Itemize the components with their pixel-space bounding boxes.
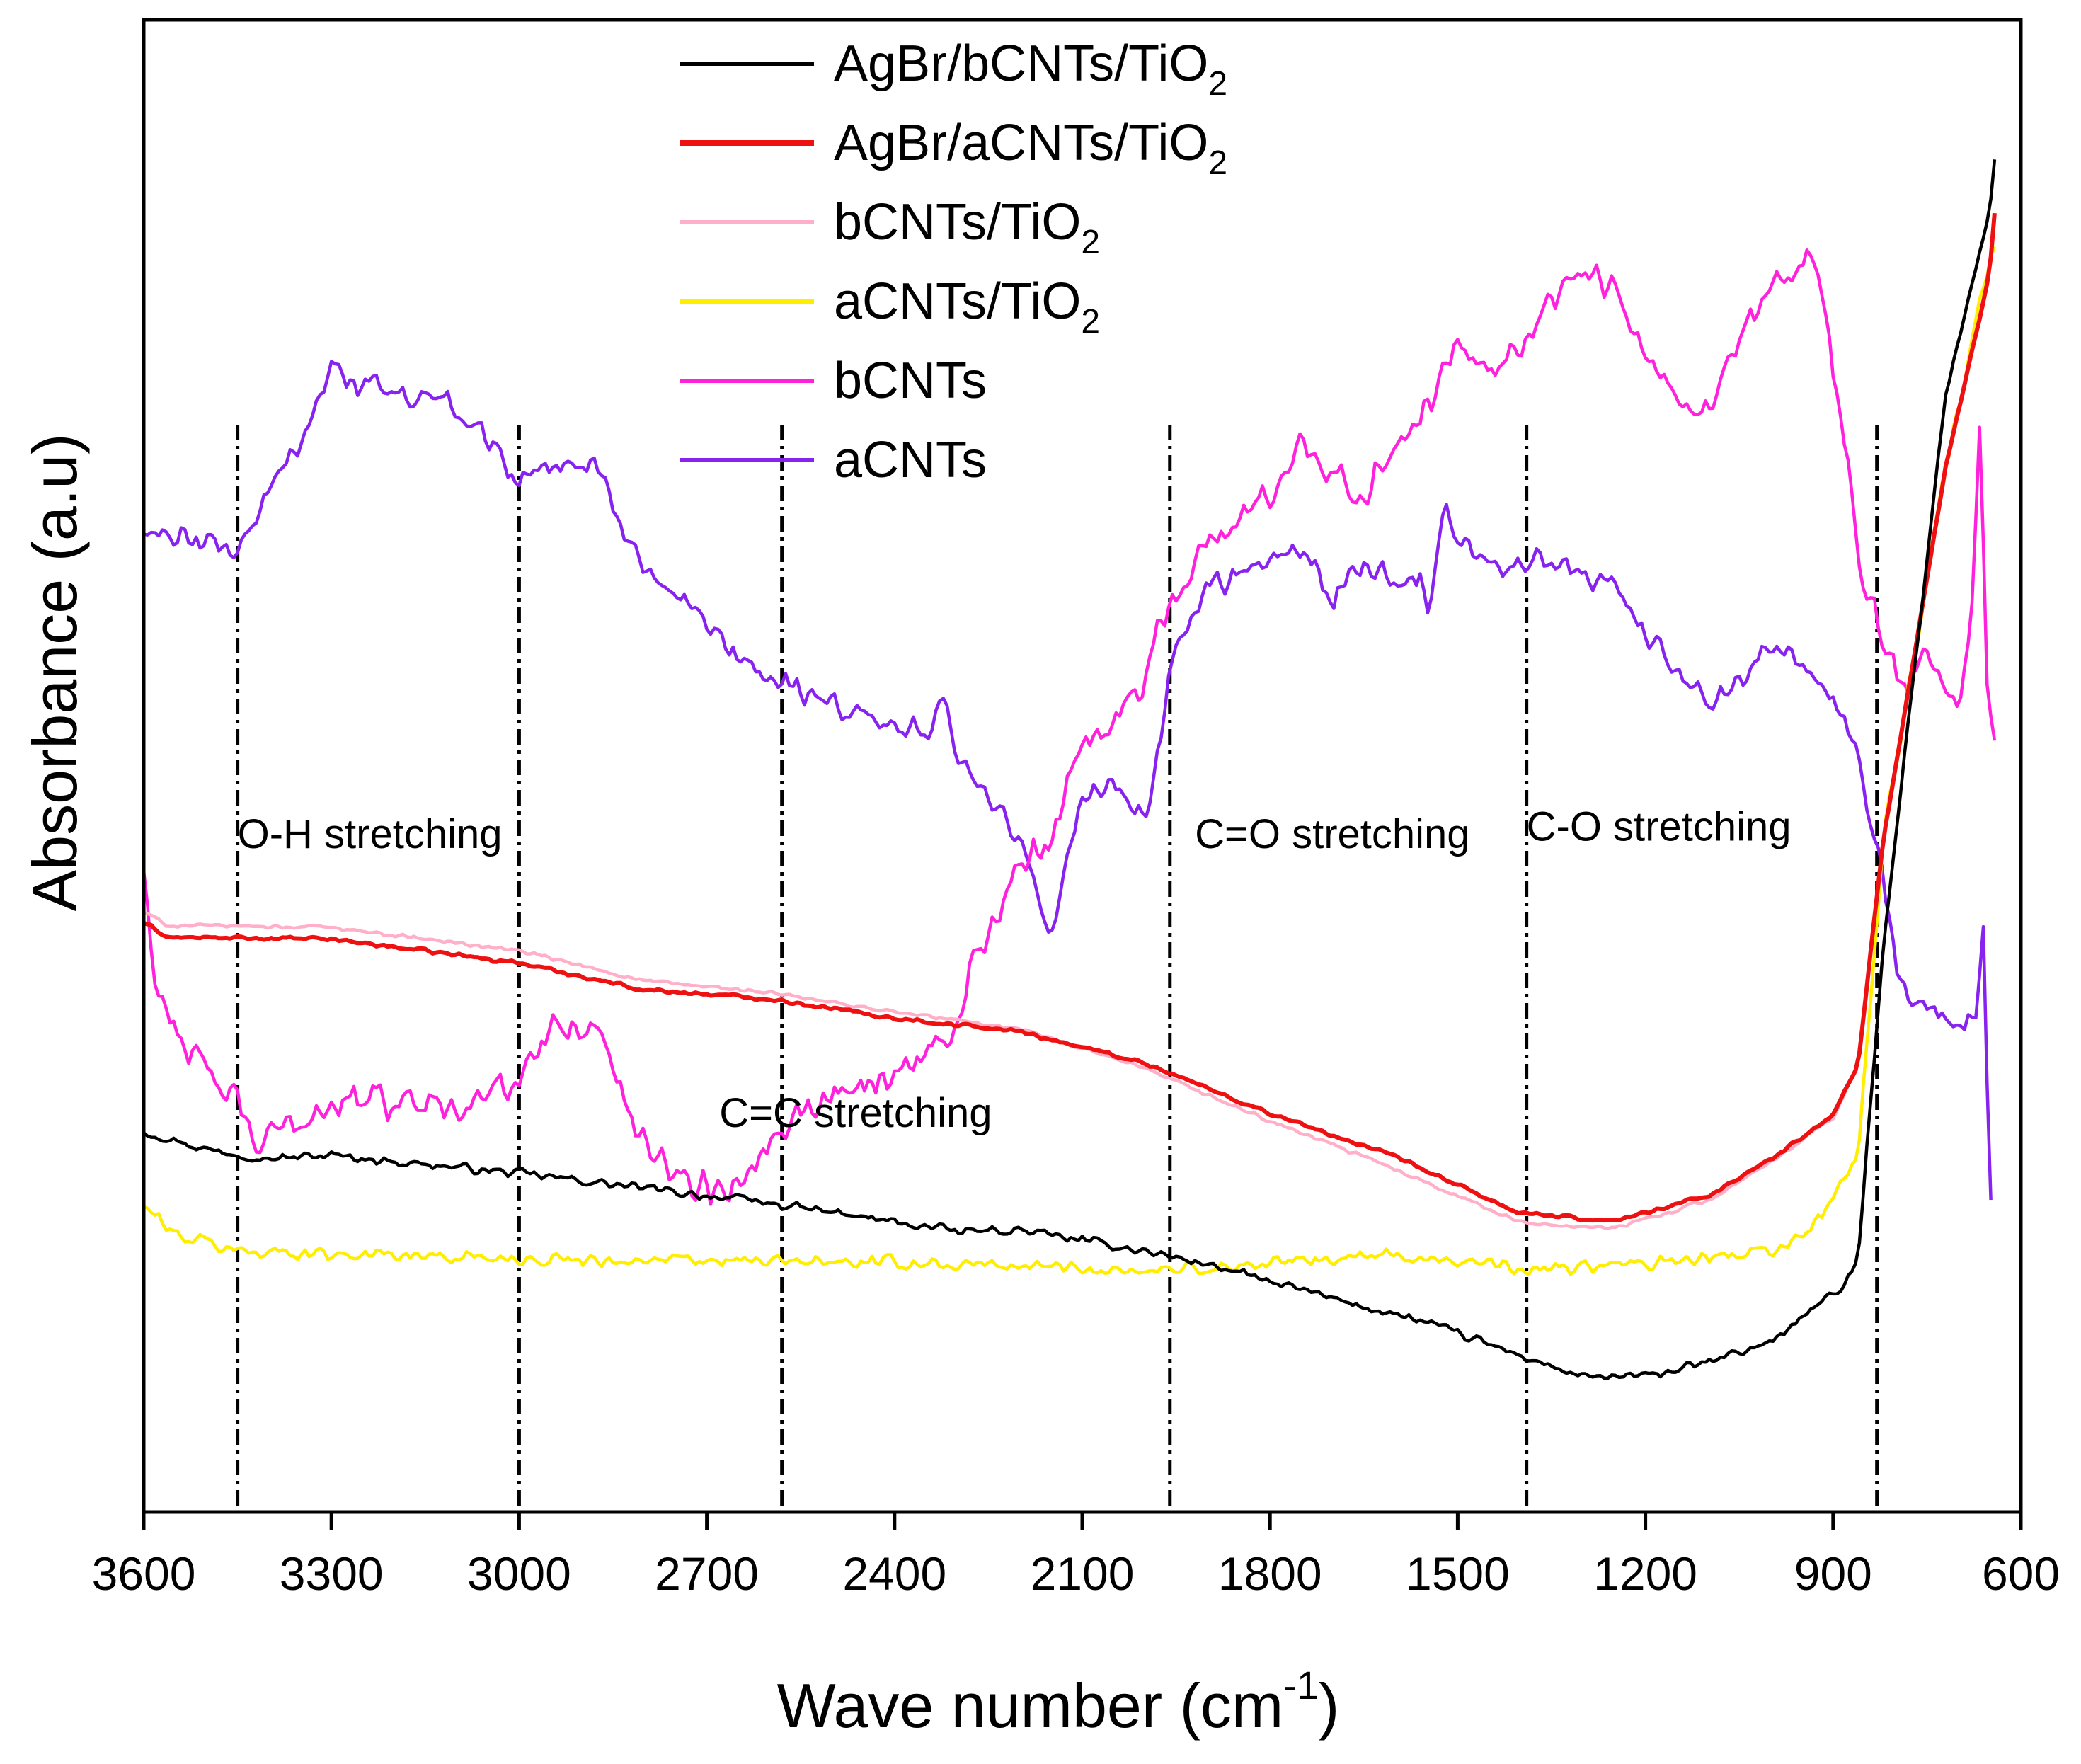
x-axis-title-text: Wave number (cm bbox=[777, 1671, 1284, 1741]
legend-label-subscript: 2 bbox=[1081, 224, 1100, 261]
annotation-label: C=C stretching bbox=[719, 1090, 992, 1136]
annotation-label: O-H stretching bbox=[238, 811, 503, 857]
legend-label-subscript: 2 bbox=[1081, 303, 1100, 340]
legend-label: bCNTs/TiO2 bbox=[834, 194, 1100, 261]
x-axis-title-close: ) bbox=[1319, 1671, 1339, 1741]
x-axis-ticks: 3600 3300 3000 2700 2400 2100 1800 1500 1200 900 6… bbox=[92, 1512, 2060, 1600]
series-line-acnts-tio bbox=[143, 246, 1996, 1276]
legend: AgBr/bCNTs/TiO2AgBr/aCNTs/TiO2bCNTs/TiO2… bbox=[680, 35, 1227, 488]
legend-label-subscript: 2 bbox=[1208, 144, 1227, 182]
x-tick-label: 2100 bbox=[1031, 1547, 1135, 1600]
x-tick-label: 3300 bbox=[280, 1547, 384, 1600]
legend-label-text: bCNTs/TiO bbox=[834, 194, 1081, 251]
legend-label-text: aCNTs bbox=[834, 432, 987, 488]
reference-lines bbox=[236, 425, 1879, 1512]
legend-label: aCNTs/TiO2 bbox=[834, 273, 1100, 340]
legend-label: AgBr/aCNTs/TiO2 bbox=[834, 115, 1227, 182]
x-tick-label: 1200 bbox=[1593, 1547, 1697, 1600]
series-line-acnts bbox=[143, 360, 1993, 1201]
x-tick-label: 3000 bbox=[467, 1547, 571, 1600]
series-line-agbr-acnts-tio bbox=[143, 212, 1997, 1223]
x-tick-label: 2700 bbox=[655, 1547, 759, 1600]
x-tick-label: 1800 bbox=[1218, 1547, 1322, 1600]
x-tick-label: 900 bbox=[1794, 1547, 1872, 1600]
x-tick-label: 1500 bbox=[1406, 1547, 1510, 1600]
legend-label: AgBr/bCNTs/TiO2 bbox=[834, 35, 1227, 103]
x-tick-label: 600 bbox=[1982, 1547, 2060, 1600]
y-axis-title: Absorbance (a.u) bbox=[20, 433, 90, 911]
x-axis-title: Wave number (cm-1) bbox=[777, 1663, 1340, 1741]
legend-label-text: AgBr/bCNTs/TiO bbox=[834, 35, 1208, 92]
annotation-label: C-O stretching bbox=[1527, 803, 1792, 849]
legend-label-text: bCNTs bbox=[834, 353, 987, 409]
series-line-bcnts-tio bbox=[143, 214, 1997, 1230]
series-lines bbox=[142, 159, 1997, 1380]
legend-label: bCNTs bbox=[834, 353, 987, 409]
legend-label-text: AgBr/aCNTs/TiO bbox=[834, 115, 1208, 171]
x-tick-label: 3600 bbox=[92, 1547, 196, 1600]
legend-label-text: aCNTs/TiO bbox=[834, 273, 1081, 330]
series-line-bcnts bbox=[142, 248, 1997, 1206]
legend-label-subscript: 2 bbox=[1208, 65, 1227, 103]
annotation-label: C=O stretching bbox=[1195, 811, 1469, 857]
annotations: O-H stretching C=C stretching C=O stretchi… bbox=[238, 803, 1792, 1136]
series-line-agbr-bcnts-tio bbox=[142, 159, 1997, 1380]
legend-label: aCNTs bbox=[834, 432, 987, 488]
x-tick-label: 2400 bbox=[842, 1547, 946, 1600]
x-axis-title-superscript: -1 bbox=[1283, 1663, 1319, 1707]
